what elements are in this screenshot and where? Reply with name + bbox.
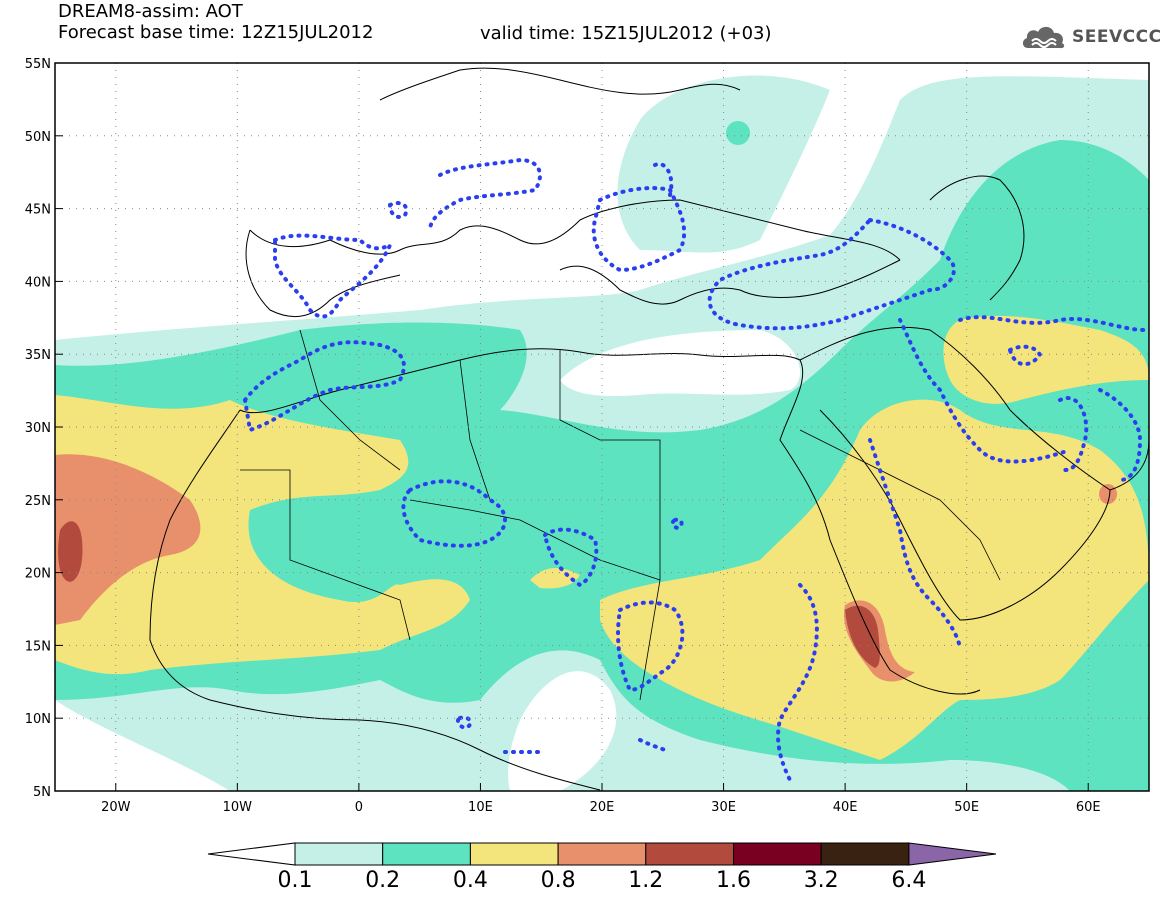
dust-region-level3-east [600,399,1149,760]
colorbar-label: 0.8 [540,868,576,893]
colorbar-label: 0.2 [365,868,401,893]
clean-air-mediterranean [560,330,800,397]
dust-region-level3-iran [943,315,1149,404]
lon-tick-label: 60E [1076,800,1101,815]
colorbar-segment [733,842,822,866]
clean-air-central-africa [508,671,617,791]
colorbar-label: 3.2 [803,868,839,893]
lat-tick-label: 25N [25,494,51,509]
forecast-base-time: Forecast base time: 12Z15JUL2012 [58,22,374,43]
colorbar-label: 1.2 [628,868,664,893]
colorbar [207,842,997,866]
lat-tick-label: 15N [25,639,51,654]
dotted-contours [242,157,1147,782]
colorbar-segment [382,842,471,866]
axis-tick-labels: 55N 50N 45N 40N 35N 30N 25N 20N 15N 10N 5N 20W 10W 0 1… [25,57,1101,815]
colorbar-label: 1.6 [716,868,751,893]
dust-region-level5-west [58,521,83,582]
colorbar-label: 0.4 [452,868,488,893]
lat-tick-label: 10N [25,712,51,727]
colorbar-label: 6.4 [891,868,927,893]
lat-tick-label: 5N [33,785,51,800]
lon-tick-label: 10W [223,800,253,815]
dust-region-level1-north [617,75,830,253]
lat-tick-label: 55N [25,57,51,72]
lat-tick-label: 35N [25,348,51,363]
colorbar-max-triangle [908,842,997,866]
lon-tick-label: 30E [711,800,736,815]
lon-tick-label: 20W [101,800,131,815]
colorbar-segment [820,842,910,866]
colorbar-segment [645,842,734,866]
valid-time: valid time: 15Z15JUL2012 (+03) [480,23,772,44]
lat-tick-label: 40N [25,275,51,290]
lat-tick-label: 50N [25,130,51,145]
coastlines [149,67,1149,791]
lat-tick-label: 45N [25,203,51,218]
lat-tick-label: 30N [25,421,51,436]
lat-tick-label: 20N [25,567,51,582]
colorbar-min-triangle [207,842,296,866]
lon-tick-label: 0 [355,800,363,815]
seevccc-logo: SEEVCCC [1020,22,1162,52]
axis-ticks [55,62,1089,792]
lon-tick-label: 10E [468,800,493,815]
colorbar-label: 0.1 [277,868,313,893]
dust-spot-ukraine [726,121,750,145]
cloud-icon [1022,26,1065,49]
colorbar-segment [469,842,559,866]
colorbar-segment [557,842,647,866]
colorbar-segment [294,842,384,866]
dust-region-level4-west [55,454,201,625]
grid-lines [55,63,1149,791]
borders [240,329,1001,701]
dust-region-level3-west [55,395,470,675]
dust-region-level5-eritrea [845,605,880,668]
clean-air-southwest [55,700,230,791]
lon-tick-label: 40E [833,800,858,815]
logo-text: SEEVCCC [1072,27,1162,47]
lon-tick-label: 50E [954,800,979,815]
map-title: DREAM8-assim: AOT [58,1,243,22]
lon-tick-label: 20E [590,800,615,815]
